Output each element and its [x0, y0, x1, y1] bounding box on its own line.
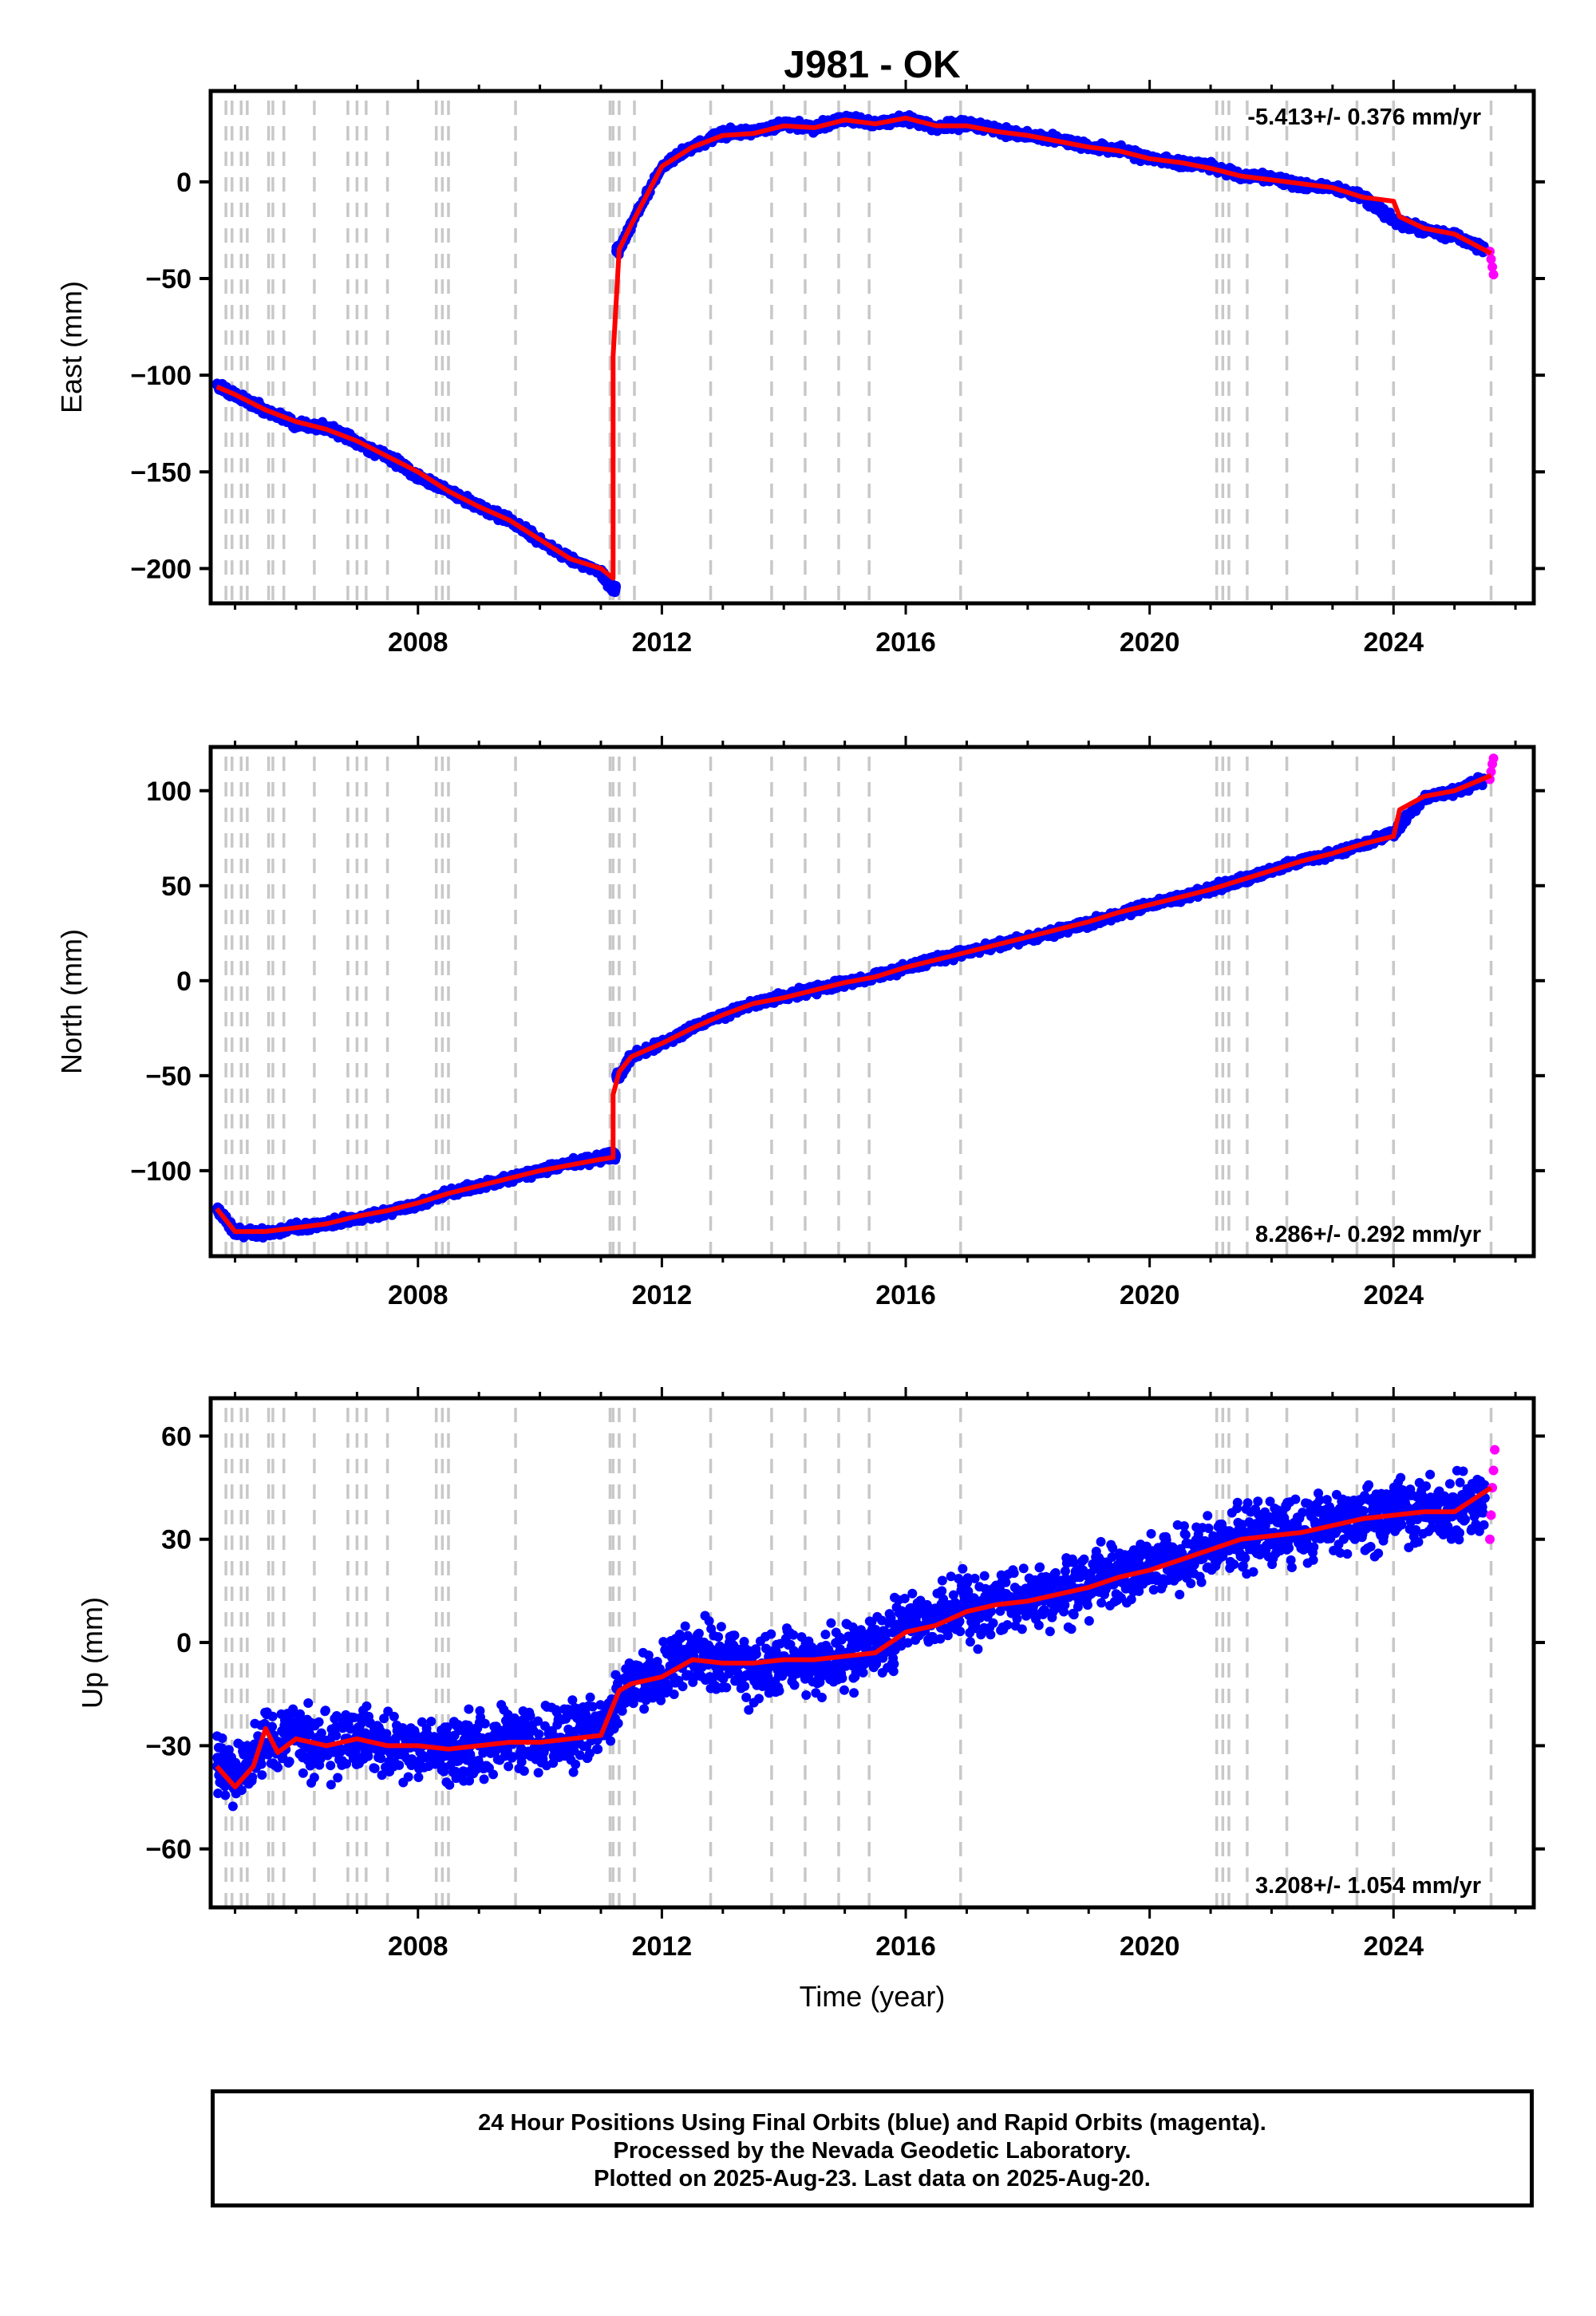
east-xtick-label: 2020 — [1120, 627, 1180, 658]
east-ytick-label: −200 — [130, 554, 192, 584]
east-model-line — [215, 115, 1492, 581]
east-point-rapid-orbits-3 — [1488, 270, 1499, 280]
east-rate-label: -5.413+/- 0.376 mm/yr — [1247, 105, 1481, 130]
east-panel: −200 −150 −100 −50 0 2008 2012 2016 2020 2024 East… — [55, 80, 1545, 658]
east-xtick-label: 2008 — [388, 627, 448, 658]
east-ytick-label: −100 — [130, 361, 192, 391]
east-xtick-label: 2012 — [632, 627, 693, 658]
east-frame — [208, 89, 1536, 606]
east-ytick-label: −50 — [145, 264, 192, 294]
east-ytick-label: −150 — [130, 457, 192, 488]
east-xtick-label: 2016 — [875, 627, 936, 658]
east-xtick-label: 2024 — [1363, 627, 1424, 658]
east-point-rapid-orbits-2 — [1487, 262, 1498, 272]
east-point-rapid-orbits-1 — [1486, 254, 1496, 264]
chart-title: J981 - OK — [784, 44, 961, 86]
east-ylabel: East (mm) — [55, 281, 88, 413]
east-point-cloud — [610, 582, 621, 592]
east-ytick-label: 0 — [176, 168, 192, 198]
